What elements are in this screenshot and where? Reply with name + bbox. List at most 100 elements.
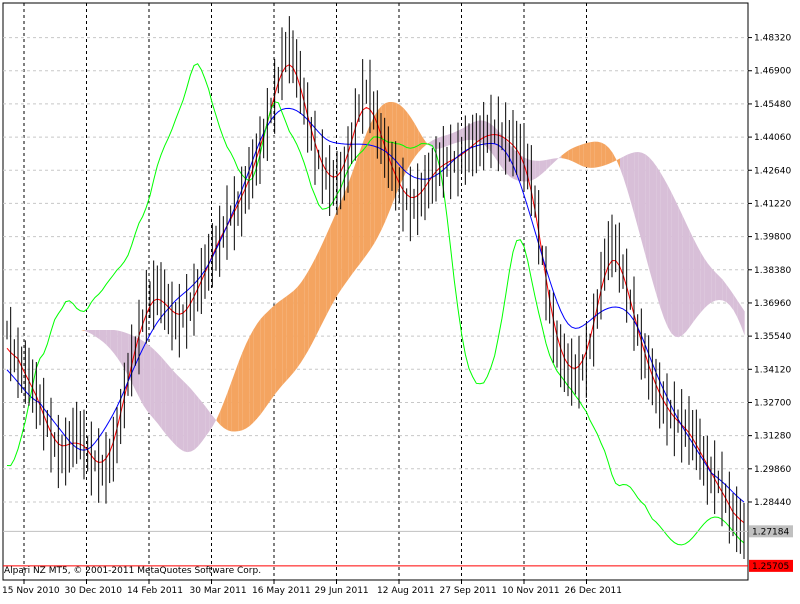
ichimoku-cloud-segment (235, 361, 239, 432)
ichimoku-cloud-segment (348, 172, 353, 279)
ichimoku-cloud-segment (216, 410, 221, 426)
price-label-box (749, 525, 793, 538)
ichimoku-cloud-segment (242, 344, 246, 431)
ichimoku-cloud-segment (605, 144, 609, 166)
ichimoku-cloud-segment (715, 272, 719, 301)
ichimoku-cloud-segment (704, 258, 708, 309)
y-tick-label: 1.44060 (754, 133, 791, 143)
ichimoku-cloud-segment (286, 293, 290, 381)
ichimoku-cloud-segment (92, 330, 96, 337)
x-tick-label: 15 Nov 2010 (2, 586, 60, 596)
ichimoku-cloud-segment (194, 393, 199, 450)
x-tick-label: 29 Jun 2011 (315, 586, 369, 596)
y-tick-label: 1.36960 (754, 299, 791, 309)
ichimoku-cloud-segment (165, 361, 169, 438)
ichimoku-cloud-segment (345, 182, 349, 284)
price-label-text: 1.27184 (752, 527, 789, 537)
ichimoku-cloud-segment (268, 307, 272, 404)
ichimoku-cloud-segment (645, 154, 650, 270)
ichimoku-cloud-segment (169, 365, 173, 443)
x-tick-label: 26 Dec 2011 (565, 586, 623, 596)
ichimoku-cloud-segment (238, 352, 243, 432)
ichimoku-cloud-segment (106, 330, 111, 350)
ichimoku-cloud-segment (612, 152, 617, 163)
ichimoku-cloud-segment (583, 142, 587, 168)
ichimoku-cloud-segment (293, 287, 298, 373)
ichimoku-cloud-segment (315, 250, 320, 337)
ichimoku-cloud-segment (337, 200, 342, 295)
ichimoku-cloud-segment (187, 384, 191, 453)
ichimoku-cloud-segment (279, 298, 283, 390)
ichimoku-cloud-segment (719, 275, 723, 301)
ichimoku-cloud-segment (579, 143, 584, 167)
ichimoku-cloud-segment (359, 141, 364, 265)
ichimoku-cloud-segment (686, 222, 690, 332)
ichimoku-cloud-segment (700, 252, 705, 313)
ichimoku-cloud-segment (367, 123, 371, 255)
ichimoku-cloud-segment (561, 152, 565, 159)
y-tick-label: 1.42640 (754, 166, 791, 176)
y-tick-label: 1.38380 (754, 266, 791, 276)
ichimoku-cloud-segment (158, 353, 162, 429)
ichimoku-cloud-segment (260, 314, 265, 415)
ichimoku-cloud-segment (202, 402, 206, 442)
ichimoku-cloud-segment (667, 185, 672, 334)
ichimoku-cloud-segment (403, 108, 408, 177)
ichimoku-cloud-segment (572, 146, 576, 163)
ichimoku-cloud-segment (150, 346, 155, 420)
tenkan-sen-line (6, 64, 745, 524)
ichimoku-cloud-segment (99, 330, 103, 342)
ichimoku-cloud-segment (110, 330, 114, 354)
ichimoku-cloud-segment (308, 264, 312, 351)
x-tick-label: 30 Dec 2010 (65, 586, 123, 596)
ichimoku-cloud-segment (671, 192, 675, 337)
ichimoku-cloud-segment (257, 318, 261, 419)
ichimoku-cloud-segment (697, 245, 701, 317)
y-tick-label: 1.48320 (754, 34, 791, 44)
ichimoku-cloud-segment (631, 152, 635, 216)
ichimoku-cloud-segment (733, 294, 738, 318)
ichimoku-cloud-segment (623, 154, 628, 191)
ichimoku-cloud-segment (693, 238, 697, 322)
y-tick-label: 1.31280 (754, 432, 791, 442)
ichimoku-cloud-segment (689, 230, 694, 328)
y-tick-label: 1.39800 (754, 233, 791, 243)
ichimoku-cloud-segment (407, 112, 411, 170)
x-tick-label: 30 Mar 2011 (190, 586, 247, 596)
ichimoku-cloud-segment (638, 152, 642, 243)
ichimoku-cloud-segment (535, 160, 540, 179)
ichimoku-cloud-segment (161, 357, 166, 434)
ichimoku-cloud-segment (205, 406, 210, 437)
ichimoku-cloud-segment (370, 115, 375, 250)
ichimoku-cloud-segment (301, 277, 305, 363)
ichimoku-cloud-segment (568, 148, 573, 162)
ichimoku-cloud-segment (139, 338, 144, 406)
ichimoku-cloud-segment (678, 207, 683, 338)
ichimoku-cloud-segment (209, 411, 213, 432)
y-tick-label: 1.46900 (754, 67, 791, 77)
ichimoku-cloud-segment (616, 158, 620, 169)
ichimoku-cloud-segment (271, 304, 276, 399)
y-tick-label: 1.45480 (754, 100, 791, 110)
ichimoku-cloud-segment (341, 191, 345, 290)
ichimoku-cloud-segment (213, 416, 217, 426)
ichimoku-cloud-segment (103, 330, 107, 346)
y-tick-label: 1.32700 (754, 398, 791, 408)
ichimoku-cloud-segment (180, 377, 184, 452)
ichimoku-cloud-segment (660, 172, 664, 319)
ichimoku-cloud-segment (730, 289, 734, 311)
ichimoku-cloud-segment (576, 145, 580, 165)
ichimoku-cloud-segment (627, 153, 631, 203)
ichimoku-cloud-segment (722, 279, 727, 303)
ichimoku-cloud-segment (246, 336, 250, 429)
kijun-sen-line (6, 107, 745, 503)
ichimoku-cloud-segment (264, 311, 268, 410)
ichimoku-cloud-segment (81, 330, 85, 331)
y-tick-label: 1.28440 (754, 498, 791, 508)
ichimoku-cloud-segment (642, 152, 646, 257)
ichimoku-cloud-segment (231, 371, 235, 432)
ichimoku-cloud-segment (726, 284, 730, 306)
ichimoku-cloud-segment (422, 136, 426, 149)
ichimoku-cloud-segment (656, 166, 661, 308)
